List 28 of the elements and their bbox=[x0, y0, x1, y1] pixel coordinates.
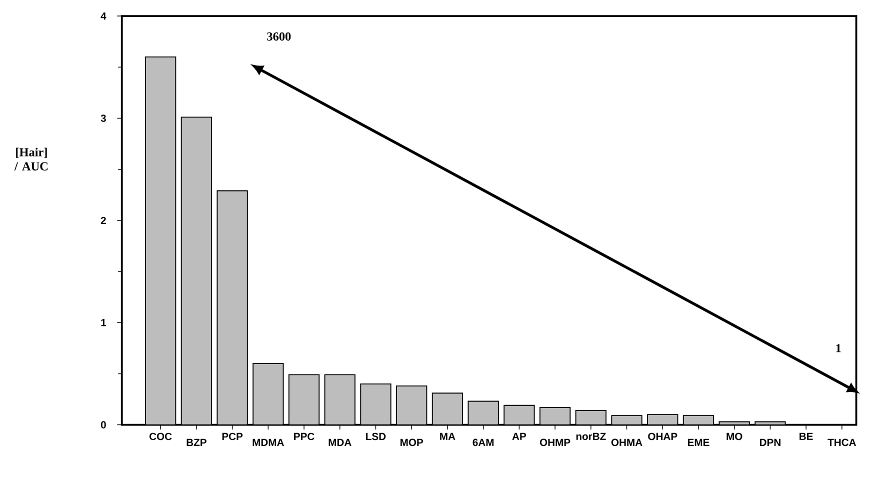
x-tick-label: PCP bbox=[222, 432, 243, 440]
x-tick-label: COC bbox=[150, 432, 172, 440]
annotation: 1 bbox=[836, 344, 841, 352]
y-tick-label: 2 bbox=[100, 216, 106, 224]
y-tick-label: 3 bbox=[100, 114, 106, 122]
x-tick-label: AP bbox=[512, 432, 526, 440]
x-tick-label: THCA bbox=[828, 438, 856, 446]
x-tick-label: OHMA bbox=[611, 438, 642, 446]
x-tick-label: 6AM bbox=[472, 438, 494, 446]
x-tick-label: PPC bbox=[294, 432, 314, 440]
x-tick-label: BE bbox=[800, 432, 813, 440]
x-tick-label: MO bbox=[726, 432, 742, 440]
annotation: 3600 bbox=[267, 32, 291, 41]
y-tick-label: 4 bbox=[100, 12, 106, 20]
x-tick-label: OHAP bbox=[648, 432, 678, 440]
x-tick-label: DPN bbox=[760, 439, 780, 446]
x-tick-label: norBZ bbox=[576, 432, 606, 440]
y-axis-title: [Hair] / AUC bbox=[14, 148, 48, 171]
x-tick-label: MDMA bbox=[252, 439, 284, 446]
x-tick-label: BZP bbox=[186, 439, 206, 446]
x-tick-label: MDA bbox=[328, 439, 352, 446]
y-tick-label: 1 bbox=[101, 319, 106, 326]
x-tick-label: MA bbox=[440, 432, 456, 440]
y-tick-label: 0 bbox=[100, 421, 106, 429]
x-tick-label: EME bbox=[688, 439, 710, 446]
x-tick-label: MOP bbox=[400, 438, 424, 446]
x-tick-label: OHMP bbox=[540, 438, 570, 446]
x-tick-label: LSD bbox=[366, 432, 386, 440]
